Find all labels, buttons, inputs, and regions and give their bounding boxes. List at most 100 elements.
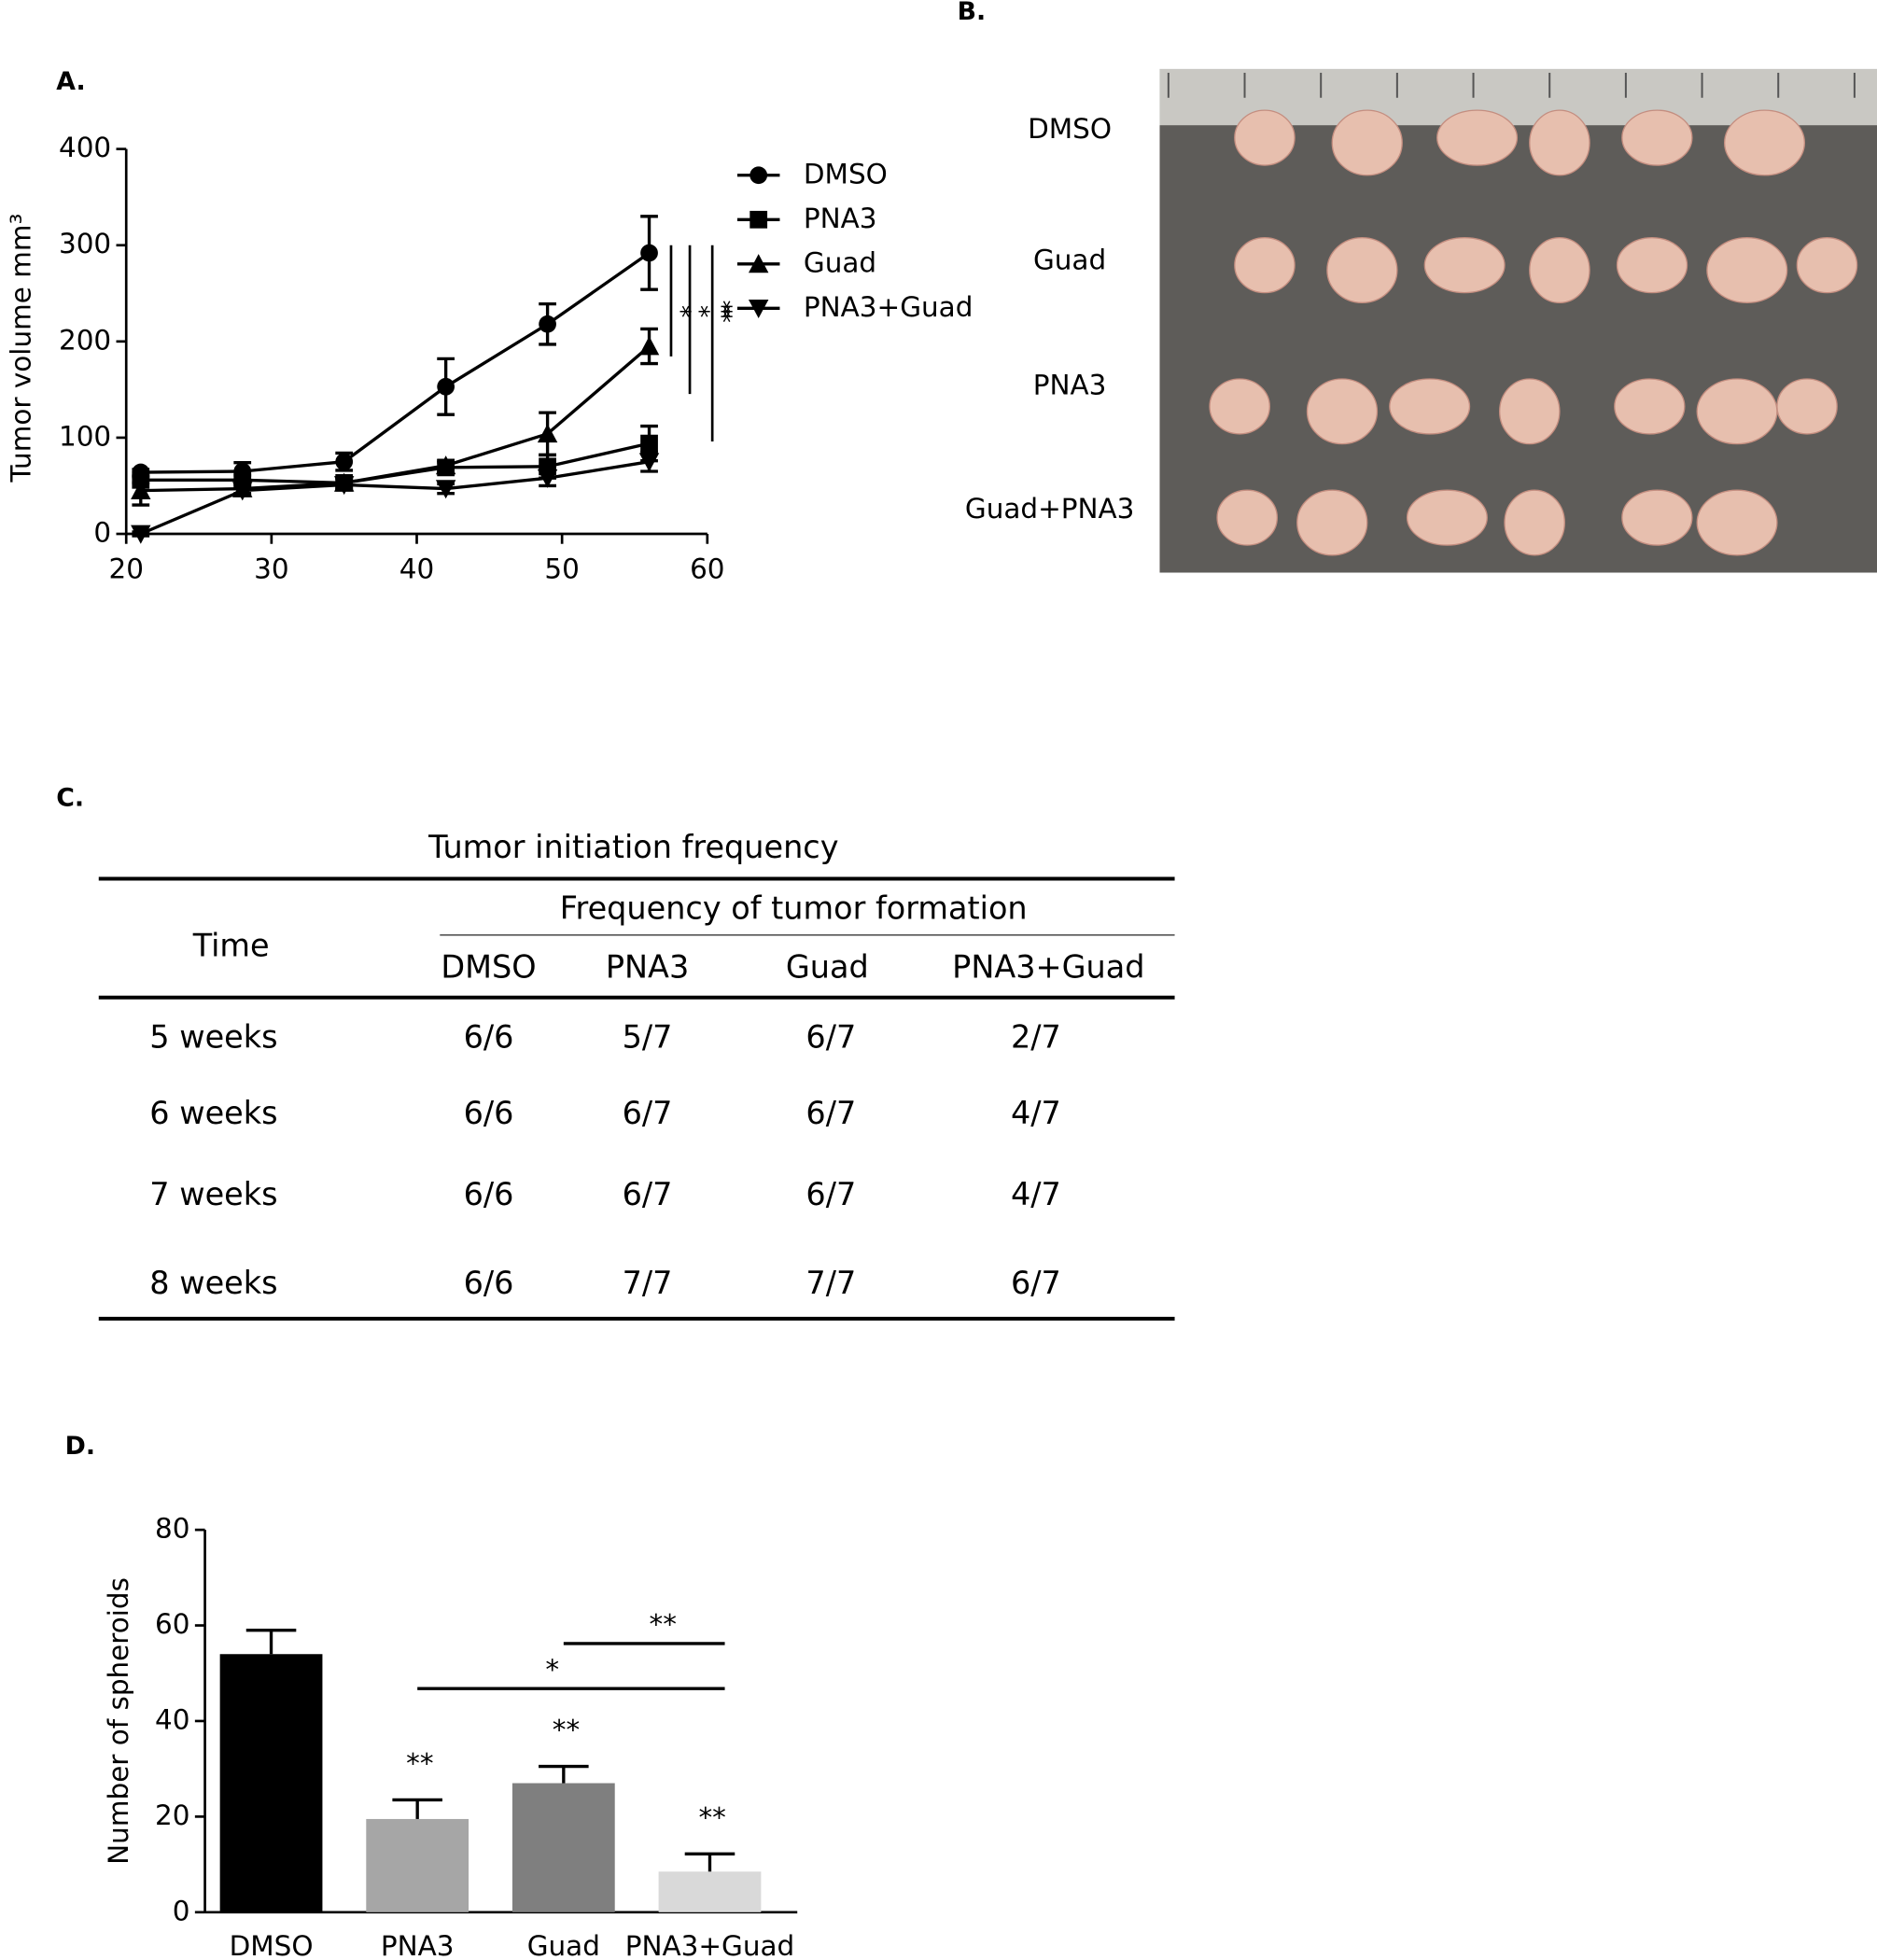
series-line [140, 344, 651, 493]
tumor [1529, 109, 1590, 176]
table-header: PNA3 [606, 948, 689, 985]
legend-marker [749, 210, 768, 229]
y-tick-label: 400 [59, 132, 111, 163]
series-line [140, 441, 650, 485]
x-tick-label: 50 [544, 553, 579, 584]
marker [131, 525, 151, 544]
table-cell: 6/6 [464, 1095, 514, 1131]
table-title: Tumor initiation frequency [427, 829, 838, 865]
marker [437, 377, 455, 396]
y-tick-label: 100 [59, 420, 111, 452]
tumor [1331, 109, 1403, 176]
legend-marker [748, 254, 769, 273]
table-cell: 4/7 [1011, 1176, 1061, 1212]
y-tick-label: 300 [59, 228, 111, 259]
y-tick-label: 80 [155, 1513, 189, 1545]
bar [511, 1783, 615, 1912]
y-tick-label: 200 [59, 324, 111, 356]
marker [638, 336, 660, 356]
bar [658, 1871, 762, 1912]
table-header: Guad [786, 948, 869, 985]
tumor [1436, 109, 1519, 166]
table-cell: 6/6 [464, 1018, 514, 1055]
significance-label: ** [406, 1747, 433, 1779]
x-tick-label: Guad [527, 1930, 600, 1960]
y-axis-title: Tumor volume mm³ [6, 214, 37, 483]
tumor [1326, 237, 1398, 303]
table-cell: 6/6 [464, 1176, 514, 1212]
marker [640, 434, 658, 453]
tumor [1616, 237, 1688, 294]
marker [435, 455, 456, 475]
table-cell: 5/7 [623, 1018, 673, 1055]
error-bar [245, 1628, 297, 1655]
marker [537, 424, 558, 443]
table-cell: 7/7 [623, 1265, 673, 1301]
tumor [1498, 378, 1561, 445]
tumor [1234, 109, 1296, 166]
tumor [1796, 237, 1858, 294]
tumor [1776, 378, 1838, 435]
x-tick-label: PNA3+Guad [625, 1930, 795, 1960]
tumor [1209, 378, 1270, 435]
error-bar [392, 1798, 442, 1819]
table-cell: 6/7 [805, 1176, 856, 1212]
marker [335, 453, 354, 471]
table-cell: 6/7 [1011, 1265, 1061, 1301]
table-cell: 6/7 [623, 1095, 673, 1131]
photo-row-label: DMSO [1028, 113, 1112, 145]
table-cell: 2/7 [1011, 1018, 1061, 1055]
marker [638, 453, 660, 472]
marker [232, 482, 253, 501]
panel-label: D. [65, 1432, 95, 1461]
table-cell: 6/7 [623, 1176, 673, 1212]
tumor [1234, 237, 1296, 294]
marker [539, 315, 556, 333]
x-tick-label: PNA3 [381, 1930, 455, 1960]
x-tick-label: DMSO [230, 1930, 314, 1960]
marker [435, 480, 456, 499]
table-group-header: Frequency of tumor formation [560, 890, 1028, 927]
tumor [1696, 378, 1778, 445]
tumor [1621, 109, 1693, 166]
photo [1159, 68, 1877, 573]
marker [640, 244, 658, 262]
photo-row-label: Guad+PNA3 [965, 493, 1135, 525]
bar [219, 1654, 323, 1912]
y-tick-label: 20 [155, 1799, 189, 1831]
tumor [1614, 378, 1686, 435]
comparison-label: * [545, 1654, 559, 1686]
series-line [140, 251, 651, 474]
table-cell: 6/6 [464, 1265, 514, 1301]
tumor [1621, 489, 1693, 546]
x-tick-label: 20 [108, 553, 143, 584]
x-tick-label: 60 [690, 553, 724, 584]
panel-label: C. [56, 783, 84, 812]
legend-marker [749, 166, 768, 185]
significance-label: ** [553, 1715, 580, 1746]
tumor [1529, 237, 1590, 303]
series-line [140, 460, 650, 536]
bar [366, 1818, 469, 1912]
table-cell: 7/7 [805, 1265, 856, 1301]
x-tick-label: 30 [254, 553, 288, 584]
marker [537, 469, 558, 488]
table-cell: 5 weeks [149, 1018, 277, 1055]
error-bar [539, 1764, 589, 1784]
panel-label: A. [56, 67, 85, 96]
tumor [1423, 237, 1506, 294]
table-header: PNA3+Guad [952, 948, 1144, 985]
legend-label: PNA3+Guad [804, 291, 974, 323]
table-cell: 6/7 [805, 1018, 856, 1055]
y-tick-label: 40 [155, 1703, 189, 1735]
tumor [1296, 489, 1368, 556]
table-header: DMSO [441, 948, 536, 985]
legend-label: Guad [804, 246, 876, 278]
table-cell: 6/7 [805, 1095, 856, 1131]
tumor [1723, 109, 1806, 176]
comparison-label: ** [650, 1609, 677, 1641]
marker [333, 476, 355, 496]
table-header: Time [192, 928, 270, 964]
table-cell: 8 weeks [149, 1265, 277, 1301]
